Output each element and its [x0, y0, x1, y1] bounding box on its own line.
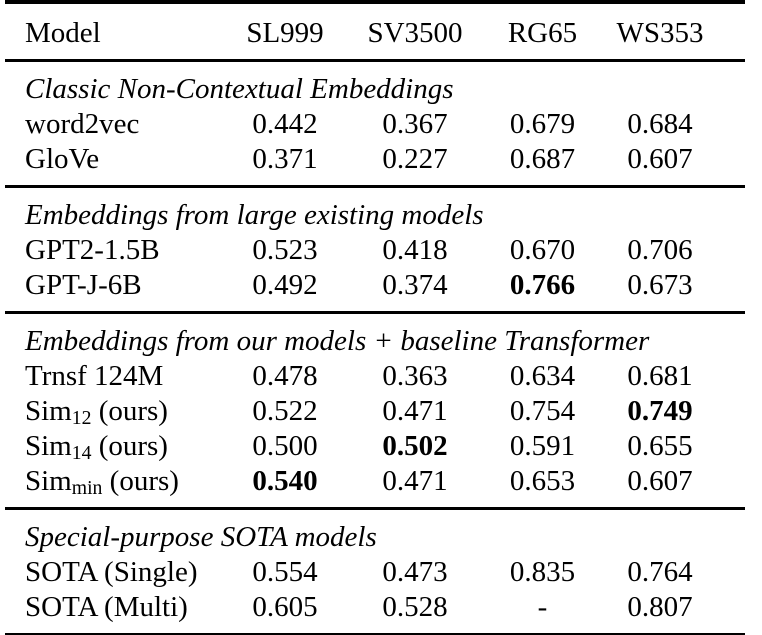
model-name-cell: Simmin (ours)	[25, 465, 179, 500]
table-row: GloVe 0.371 0.227 0.687 0.607	[5, 142, 745, 187]
model-name-subscript: 12	[71, 407, 92, 430]
metric-value-cell: 0.540	[252, 465, 318, 497]
metric-value-cell: 0.523	[252, 234, 318, 266]
table-row: Sim12 (ours) 0.522 0.471 0.754 0.749	[5, 394, 745, 429]
model-name-cell: SOTA (Single)	[25, 556, 198, 588]
table-row: word2vec 0.442 0.367 0.679 0.684	[5, 107, 745, 142]
metric-value-cell: 0.374	[382, 269, 448, 301]
section-header-row: Classic Non-Contextual Embeddings	[5, 61, 745, 108]
table-row: Simmin (ours) 0.540 0.471 0.653 0.607	[5, 464, 745, 509]
table-row: SOTA (Multi) 0.605 0.528 - 0.807	[5, 590, 745, 635]
metric-value-cell: 0.764	[627, 556, 693, 588]
table-section: Special-purpose SOTA models SOTA (Single)…	[5, 508, 745, 635]
table-row: Trnsf 124M 0.478 0.363 0.634 0.681	[5, 359, 745, 394]
metric-value-cell: 0.679	[509, 108, 576, 140]
table-section: Classic Non-Contextual Embeddings word2ve…	[5, 61, 745, 187]
metric-value-cell: 0.591	[509, 430, 576, 462]
model-name-cell: Trnsf 124M	[25, 360, 164, 392]
column-header-ws353: WS353	[605, 2, 745, 62]
metric-value-cell: 0.706	[627, 234, 693, 266]
metric-value-cell: 0.835	[509, 556, 576, 588]
metric-value-cell: 0.471	[382, 395, 448, 427]
section-title: Embeddings from our models + baseline Tr…	[25, 325, 650, 357]
metric-value-cell: 0.684	[627, 108, 693, 140]
metric-value-cell: 0.473	[382, 556, 448, 588]
metric-value-cell: 0.673	[627, 269, 693, 301]
metric-value-cell: 0.655	[627, 430, 693, 462]
metric-value-cell: 0.670	[509, 234, 576, 266]
column-header-sv3500: SV3500	[350, 2, 480, 62]
table-section: Embeddings from our models + baseline Tr…	[5, 312, 745, 509]
column-header-rg65: RG65	[480, 2, 605, 62]
table-row: Sim14 (ours) 0.500 0.502 0.591 0.655	[5, 429, 745, 464]
metric-value-cell: 0.634	[509, 360, 576, 392]
table-row: GPT2-1.5B 0.523 0.418 0.670 0.706	[5, 233, 745, 268]
section-header-row: Embeddings from large existing models	[5, 187, 745, 234]
metric-value-cell: 0.607	[627, 143, 693, 175]
results-table: Model SL999 SV3500 RG65 WS353 Classic No…	[5, 0, 745, 635]
metric-value-cell: 0.418	[382, 234, 448, 266]
section-title: Embeddings from large existing models	[25, 199, 484, 231]
model-name-cell: GPT-J-6B	[25, 269, 142, 301]
metric-value-cell: 0.554	[252, 556, 318, 588]
section-title: Special-purpose SOTA models	[25, 521, 377, 553]
model-name-cell: GPT2-1.5B	[25, 234, 160, 266]
section-header-row: Special-purpose SOTA models	[5, 509, 745, 556]
metric-value-cell: 0.528	[382, 591, 448, 623]
metric-value-cell: 0.502	[382, 430, 448, 462]
metric-value-cell: 0.754	[509, 395, 576, 427]
table-header: Model SL999 SV3500 RG65 WS353	[5, 2, 745, 62]
metric-value-cell: 0.687	[509, 143, 576, 175]
metric-value-cell: 0.227	[382, 143, 448, 175]
metric-value-cell: 0.605	[252, 591, 318, 623]
column-header-sl999: SL999	[220, 2, 350, 62]
metric-value-cell: 0.442	[252, 108, 318, 140]
header-row: Model SL999 SV3500 RG65 WS353	[5, 2, 745, 62]
column-header-model: Model	[5, 2, 220, 62]
model-name-cell: SOTA (Multi)	[25, 591, 188, 623]
table-row: GPT-J-6B 0.492 0.374 0.766 0.673	[5, 268, 745, 313]
metric-value-cell: 0.363	[382, 360, 448, 392]
metric-value-cell: 0.492	[252, 269, 318, 301]
model-name-cell: word2vec	[25, 108, 140, 140]
metric-value-cell: 0.478	[252, 360, 318, 392]
metric-value-cell: 0.766	[509, 269, 576, 301]
model-name-subscript: 14	[71, 442, 92, 465]
metric-value-cell: 0.653	[509, 465, 576, 497]
model-name-cell: GloVe	[25, 143, 100, 175]
model-name-cell: Sim12 (ours)	[25, 395, 168, 430]
metric-value-cell: 0.371	[252, 143, 318, 175]
metric-value-cell: 0.607	[627, 465, 693, 497]
metric-value-cell: 0.367	[382, 108, 448, 140]
metric-value-cell: 0.807	[627, 591, 693, 623]
metric-value-cell: 0.471	[382, 465, 448, 497]
metric-value-cell: 0.522	[252, 395, 318, 427]
metric-value-cell: -	[537, 591, 548, 623]
table-section: Embeddings from large existing models GPT…	[5, 186, 745, 313]
metric-value-cell: 0.681	[627, 360, 693, 392]
model-name-cell: Sim14 (ours)	[25, 430, 168, 465]
section-header-row: Embeddings from our models + baseline Tr…	[5, 313, 745, 360]
model-name-subscript: min	[71, 477, 103, 500]
metric-value-cell: 0.749	[627, 395, 693, 427]
table-row: SOTA (Single) 0.554 0.473 0.835 0.764	[5, 555, 745, 590]
section-title: Classic Non-Contextual Embeddings	[25, 73, 454, 105]
metric-value-cell: 0.500	[252, 430, 318, 462]
